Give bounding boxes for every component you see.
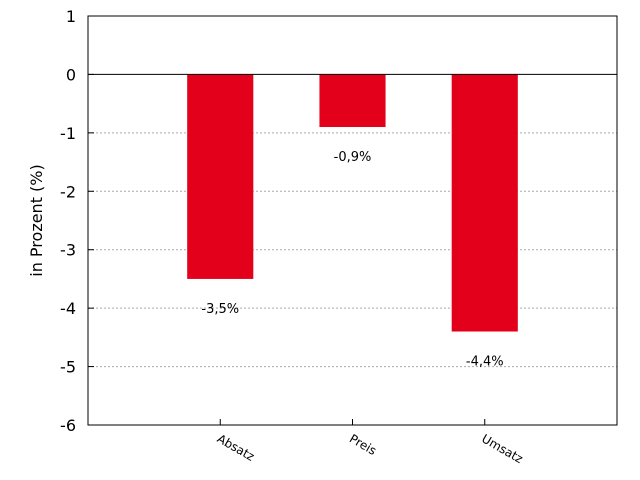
- y-tick-label: -5: [60, 358, 76, 377]
- y-tick-label: 1: [66, 7, 76, 26]
- y-axis-ticks: 1 0 -1 -2 -3 -4 -5 -6: [60, 7, 94, 435]
- y-tick-label: 0: [66, 65, 76, 84]
- y-tick-label: -1: [60, 124, 76, 143]
- y-tick-label: -4: [60, 299, 76, 318]
- data-labels: -3,5% -0,9% -4,4%: [201, 150, 503, 370]
- data-label-preis: -0,9%: [334, 150, 372, 165]
- x-tick-label: Umsatz: [479, 431, 525, 466]
- data-label-absatz: -3,5%: [201, 302, 239, 317]
- bar-umsatz: [451, 74, 518, 332]
- y-tick-label: -2: [60, 182, 76, 201]
- grid-lines: [88, 132, 617, 368]
- data-label-umsatz: -4,4%: [466, 355, 504, 370]
- y-axis-title: in Prozent (%): [27, 164, 46, 276]
- bar-preis: [319, 74, 386, 128]
- x-tick-label: Preis: [347, 431, 379, 457]
- x-axis-labels: Absatz Preis Umsatz: [215, 419, 525, 466]
- bars: [187, 74, 518, 332]
- y-tick-label: -6: [60, 416, 76, 435]
- x-tick-label: Absatz: [215, 431, 257, 463]
- bar-absatz: [187, 74, 254, 279]
- y-tick-label: -3: [60, 241, 76, 260]
